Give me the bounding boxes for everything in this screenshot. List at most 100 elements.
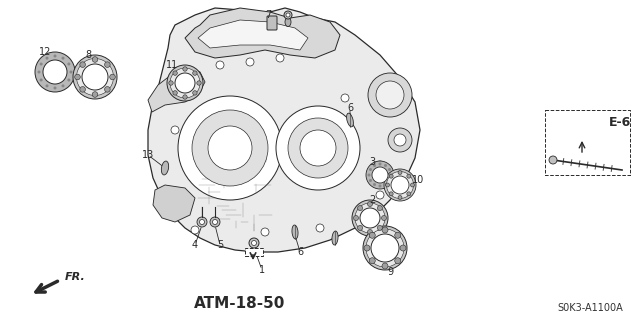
Circle shape bbox=[216, 61, 224, 69]
Text: 10: 10 bbox=[412, 175, 424, 185]
Text: 13: 13 bbox=[142, 150, 154, 160]
Circle shape bbox=[38, 70, 40, 73]
Circle shape bbox=[367, 229, 372, 234]
Circle shape bbox=[378, 206, 382, 211]
Circle shape bbox=[80, 86, 85, 92]
Circle shape bbox=[43, 60, 67, 84]
Circle shape bbox=[249, 238, 259, 248]
Circle shape bbox=[286, 13, 290, 17]
Circle shape bbox=[341, 94, 349, 102]
Circle shape bbox=[384, 183, 387, 186]
Text: 6: 6 bbox=[297, 247, 303, 257]
Polygon shape bbox=[148, 8, 420, 252]
Circle shape bbox=[104, 86, 110, 92]
Circle shape bbox=[371, 234, 399, 262]
Circle shape bbox=[384, 169, 416, 201]
Circle shape bbox=[549, 156, 557, 164]
Circle shape bbox=[369, 179, 372, 182]
Polygon shape bbox=[198, 20, 308, 50]
Circle shape bbox=[368, 73, 412, 117]
Circle shape bbox=[200, 219, 205, 225]
Circle shape bbox=[193, 91, 197, 95]
Circle shape bbox=[288, 118, 348, 178]
Circle shape bbox=[73, 55, 117, 99]
Circle shape bbox=[173, 71, 177, 75]
Text: 7: 7 bbox=[265, 10, 271, 20]
Circle shape bbox=[92, 57, 98, 62]
Circle shape bbox=[61, 84, 65, 87]
Circle shape bbox=[389, 192, 393, 196]
Circle shape bbox=[360, 208, 380, 228]
Circle shape bbox=[252, 241, 257, 246]
Circle shape bbox=[208, 126, 252, 170]
Ellipse shape bbox=[332, 231, 338, 245]
Text: 11: 11 bbox=[166, 60, 178, 70]
Circle shape bbox=[170, 68, 200, 98]
Circle shape bbox=[192, 110, 268, 186]
Circle shape bbox=[376, 161, 384, 169]
Circle shape bbox=[183, 95, 188, 99]
Circle shape bbox=[40, 63, 43, 65]
Circle shape bbox=[381, 216, 387, 220]
Circle shape bbox=[92, 92, 98, 97]
Text: 3: 3 bbox=[369, 157, 375, 167]
Circle shape bbox=[284, 11, 292, 19]
Circle shape bbox=[385, 183, 390, 187]
Circle shape bbox=[373, 164, 376, 167]
Text: 2: 2 bbox=[369, 195, 375, 205]
Circle shape bbox=[67, 63, 70, 65]
Circle shape bbox=[378, 184, 381, 188]
Circle shape bbox=[372, 167, 388, 183]
Circle shape bbox=[387, 172, 413, 198]
Circle shape bbox=[369, 168, 372, 171]
Circle shape bbox=[212, 219, 218, 225]
Polygon shape bbox=[148, 68, 205, 112]
Circle shape bbox=[400, 245, 406, 251]
Circle shape bbox=[171, 126, 179, 134]
Circle shape bbox=[376, 191, 384, 199]
Circle shape bbox=[394, 134, 406, 146]
Circle shape bbox=[364, 245, 370, 251]
Circle shape bbox=[391, 176, 409, 194]
Circle shape bbox=[395, 232, 401, 238]
Circle shape bbox=[261, 228, 269, 236]
Circle shape bbox=[169, 81, 173, 85]
Circle shape bbox=[353, 216, 358, 220]
Text: 6: 6 bbox=[347, 103, 353, 113]
Circle shape bbox=[382, 227, 388, 233]
Circle shape bbox=[369, 258, 375, 264]
Circle shape bbox=[175, 73, 195, 93]
Circle shape bbox=[355, 203, 385, 233]
Circle shape bbox=[54, 86, 56, 90]
Text: FR.: FR. bbox=[65, 272, 86, 282]
Circle shape bbox=[407, 174, 411, 178]
Circle shape bbox=[67, 78, 70, 81]
Circle shape bbox=[358, 226, 363, 230]
FancyBboxPatch shape bbox=[267, 16, 277, 30]
Circle shape bbox=[45, 57, 49, 60]
Ellipse shape bbox=[347, 113, 353, 127]
Circle shape bbox=[398, 170, 402, 174]
Circle shape bbox=[75, 74, 80, 80]
Text: 1: 1 bbox=[259, 265, 265, 275]
Circle shape bbox=[366, 229, 404, 267]
Circle shape bbox=[276, 54, 284, 62]
Circle shape bbox=[378, 226, 382, 230]
Circle shape bbox=[300, 130, 336, 166]
Circle shape bbox=[40, 78, 43, 81]
Text: E-6: E-6 bbox=[609, 115, 631, 129]
Circle shape bbox=[388, 179, 391, 182]
Text: 8: 8 bbox=[85, 50, 91, 60]
Circle shape bbox=[197, 217, 207, 227]
Polygon shape bbox=[153, 185, 195, 222]
Text: 12: 12 bbox=[39, 47, 51, 57]
Circle shape bbox=[35, 52, 75, 92]
Circle shape bbox=[352, 200, 388, 236]
Text: 5: 5 bbox=[217, 240, 223, 250]
Text: 9: 9 bbox=[387, 267, 393, 277]
Circle shape bbox=[376, 81, 404, 109]
Circle shape bbox=[363, 226, 407, 270]
Circle shape bbox=[378, 162, 381, 166]
Circle shape bbox=[80, 62, 85, 67]
Circle shape bbox=[389, 174, 393, 178]
